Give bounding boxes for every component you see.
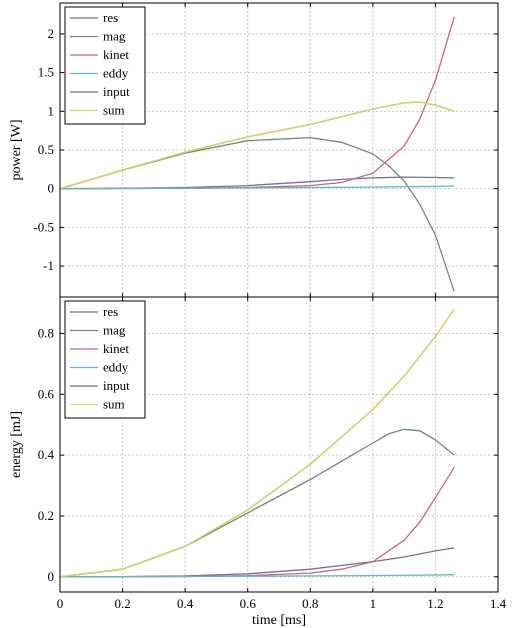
y-axis-label: energy [mJ] (9, 411, 24, 478)
y-tick-label: 0 (48, 181, 55, 196)
legend-label-kinet: kinet (103, 341, 129, 356)
plot-frame (59, 296, 499, 593)
legend-label-eddy: eddy (103, 360, 129, 375)
legend: res mag kinet eddy input sum (64, 300, 146, 419)
legend-label-sum: sum (103, 397, 125, 412)
x-tick-label: 0.8 (302, 596, 318, 611)
y-tick-label: -1 (43, 258, 54, 273)
power-panel: -1 -0.5 0 0.5 1 1.5 2 res mag kinet eddy input sum po… (9, 2, 499, 298)
y-tick-label: 0.5 (38, 142, 54, 157)
series-line-eddy (60, 574, 455, 578)
legend-label-mag: mag (103, 29, 126, 44)
x-tick-label: 0 (57, 596, 64, 611)
legend: res mag kinet eddy input sum (64, 6, 146, 125)
series-lines (60, 308, 455, 578)
x-tick-label: 0.2 (114, 596, 130, 611)
x-tick-label: 0.4 (177, 596, 194, 611)
x-tick-label: 1.2 (427, 596, 443, 611)
series-line-sum (60, 308, 455, 578)
legend-label-res: res (103, 10, 118, 25)
legend-box (64, 6, 146, 125)
x-tick-label: 0.6 (240, 596, 257, 611)
y-tick-label: 0 (48, 569, 55, 584)
legend-label-input: input (103, 84, 130, 99)
y-tick-label: 2 (48, 26, 55, 41)
series-lines (60, 16, 455, 292)
legend-label-mag: mag (103, 323, 126, 338)
energy-panel: 0 0.2 0.4 0.6 0.8 1 1.2 1.4 0 0.2 0.4 0.6 0.8 res mag k… (9, 296, 507, 628)
y-tick-label: 1 (48, 103, 55, 118)
x-tick-label: 1.4 (490, 596, 507, 611)
y-axis-label: power [W] (9, 119, 24, 180)
y-tick-label: 0.2 (38, 508, 54, 523)
legend-label-eddy: eddy (103, 66, 129, 81)
legend-label-kinet: kinet (103, 47, 129, 62)
y-tick-label: 0.6 (38, 386, 55, 401)
legend-label-input: input (103, 378, 130, 393)
legend-box (64, 300, 146, 419)
y-tick-label: 1.5 (38, 65, 54, 80)
x-tick-label: 1 (370, 596, 377, 611)
legend-label-res: res (103, 304, 118, 319)
series-line-sum (60, 101, 455, 190)
x-axis-label: time [ms] (252, 613, 306, 628)
series-line-eddy (60, 185, 455, 190)
y-tick-label: 0.8 (38, 325, 54, 340)
y-tick-label: 0.4 (38, 447, 55, 462)
y-tick-label: -0.5 (33, 219, 54, 234)
legend-label-sum: sum (103, 103, 125, 118)
